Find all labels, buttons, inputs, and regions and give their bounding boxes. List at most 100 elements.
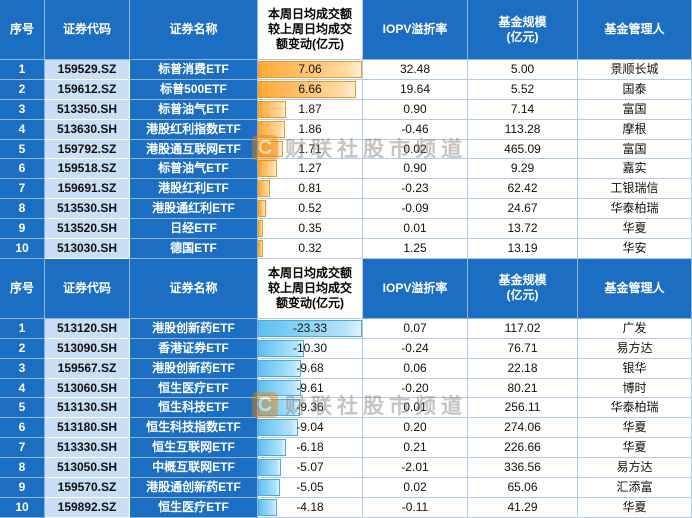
name-cell: 标普油气ETF (130, 159, 258, 180)
change-cell: -9.68 (258, 358, 363, 379)
no-cell: 4 (0, 378, 45, 399)
data-bar (258, 359, 302, 377)
scale-cell: 226.66 (468, 438, 578, 459)
change-cell: -9.36 (258, 398, 363, 419)
table-row: 2 159612.SZ 标普500ETF 6.66 19.64 5.52 国泰 (0, 79, 692, 100)
scale-cell: 117.02 (468, 318, 578, 339)
manager-cell: 华安 (578, 239, 692, 259)
iopv-cell: 0.02 (363, 139, 468, 160)
table-row: 8 513530.SH 港股通红利ETF 0.52 -0.09 24.67 华泰柏瑞 (0, 199, 692, 220)
data-bar (258, 399, 300, 417)
change-cell: -4.18 (258, 497, 363, 518)
manager-cell: 景顺长城 (578, 60, 692, 80)
change-value: -5.05 (296, 479, 324, 494)
change-cell: -5.07 (258, 458, 363, 479)
header-row: 序号 证券代码 证券名称 本周日均成交额 较上周日均成交 额变动(亿元) IOPV溢折率… (0, 258, 692, 319)
change-value: 7.06 (298, 61, 322, 76)
scale-cell: 465.09 (468, 139, 578, 160)
iopv-cell: 0.02 (363, 478, 468, 498)
manager-cell: 华夏 (578, 438, 692, 459)
code-cell: 159691.SZ (45, 179, 130, 200)
code-cell: 159529.SZ (45, 60, 130, 80)
data-bar (258, 200, 266, 218)
code-cell: 513530.SH (45, 199, 130, 220)
column-header-no: 序号 (0, 0, 45, 60)
column-header-iopv: IOPV溢折率 (363, 258, 468, 319)
column-header-manager: 基金管理人 (578, 258, 692, 319)
iopv-cell: 19.64 (363, 79, 468, 100)
scale-cell: 80.21 (468, 378, 578, 399)
change-cell: 7.06 (258, 60, 363, 80)
scale-cell: 24.67 (468, 199, 578, 220)
name-cell: 恒生科技指数ETF (130, 418, 258, 439)
change-cell: 1.71 (258, 139, 363, 160)
code-cell: 513120.SH (45, 318, 130, 339)
table-row: 10 159892.SZ 恒生医疗ETF -4.18 -0.11 41.29 华夏 (0, 497, 692, 518)
manager-cell: 摩根 (578, 119, 692, 140)
no-cell: 7 (0, 179, 45, 200)
name-cell: 港股创新药ETF (130, 318, 258, 339)
scale-cell: 13.72 (468, 219, 578, 240)
data-bar (258, 498, 277, 516)
change-value: -5.07 (296, 460, 324, 475)
data-bar (258, 459, 281, 477)
table-row: 6 513180.SH 恒生科技指数ETF -9.04 0.20 274.06 华夏 (0, 418, 692, 439)
column-header-scale: 基金规模 (亿元) (468, 258, 578, 319)
iopv-cell: 0.07 (363, 318, 468, 339)
no-cell: 9 (0, 478, 45, 498)
table-row: 7 513330.SH 恒生互联网ETF -6.18 0.21 226.66 华夏 (0, 438, 692, 459)
name-cell: 标普消费ETF (130, 60, 258, 80)
no-cell: 1 (0, 60, 45, 80)
data-bar (258, 319, 362, 337)
iopv-cell: -0.09 (363, 199, 468, 220)
change-value: 1.27 (298, 161, 322, 176)
no-cell: 5 (0, 398, 45, 419)
table-row: 2 513090.SH 香港证券ETF -10.30 -0.24 76.71 易方达 (0, 338, 692, 359)
no-cell: 5 (0, 139, 45, 160)
code-cell: 159792.SZ (45, 139, 130, 160)
change-value: -9.61 (296, 380, 324, 395)
data-bar (258, 100, 286, 118)
column-header-no: 序号 (0, 258, 45, 319)
change-value: -6.18 (296, 440, 324, 455)
table-row: 8 513050.SH 中概互联网ETF -5.07 -2.01 336.56 易方达 (0, 458, 692, 479)
change-value: 1.71 (298, 141, 322, 156)
iopv-cell: 0.90 (363, 99, 468, 120)
table-body: 1 159529.SZ 标普消费ETF 7.06 32.48 5.00 景顺长城 2 15961… (0, 60, 692, 259)
code-cell: 513630.SH (45, 119, 130, 140)
change-value: -10.30 (292, 340, 328, 355)
code-cell: 159892.SZ (45, 497, 130, 518)
iopv-cell: 0.20 (363, 418, 468, 439)
iopv-cell: -0.24 (363, 338, 468, 359)
name-cell: 标普油气ETF (130, 99, 258, 120)
manager-cell: 汇添富 (578, 478, 692, 498)
scale-cell: 336.56 (468, 458, 578, 479)
iopv-cell: -0.20 (363, 378, 468, 399)
data-bar (258, 479, 281, 496)
table-row: 10 513030.SH 德国ETF 0.32 1.25 13.19 华安 (0, 239, 692, 259)
data-bar (258, 339, 304, 357)
manager-cell: 工银瑞信 (578, 179, 692, 200)
manager-cell: 华泰柏瑞 (578, 398, 692, 419)
table-row: 1 159529.SZ 标普消费ETF 7.06 32.48 5.00 景顺长城 (0, 60, 692, 80)
data-bar (258, 240, 263, 257)
name-cell: 日经ETF (130, 219, 258, 240)
change-cell: 1.87 (258, 99, 363, 120)
table-row: 3 159567.SZ 港股创新药ETF -9.68 0.06 22.18 银华 (0, 358, 692, 379)
iopv-cell: -0.46 (363, 119, 468, 140)
table-row: 9 513520.SH 日经ETF 0.35 0.01 13.72 华夏 (0, 219, 692, 240)
no-cell: 3 (0, 99, 45, 120)
no-cell: 3 (0, 358, 45, 379)
change-cell: -23.33 (258, 318, 363, 339)
iopv-cell: -2.01 (363, 458, 468, 479)
scale-cell: 13.19 (468, 239, 578, 259)
column-header-manager: 基金管理人 (578, 0, 692, 60)
iopv-cell: 0.21 (363, 438, 468, 459)
manager-cell: 华夏 (578, 418, 692, 439)
iopv-cell: 1.25 (363, 239, 468, 259)
change-cell: -5.05 (258, 478, 363, 498)
table-row: 4 513060.SH 恒生医疗ETF -9.61 -0.20 80.21 博时 (0, 378, 692, 399)
name-cell: 恒生医疗ETF (130, 497, 258, 518)
name-cell: 港股通红利ETF (130, 199, 258, 220)
iopv-cell: -0.11 (363, 497, 468, 518)
